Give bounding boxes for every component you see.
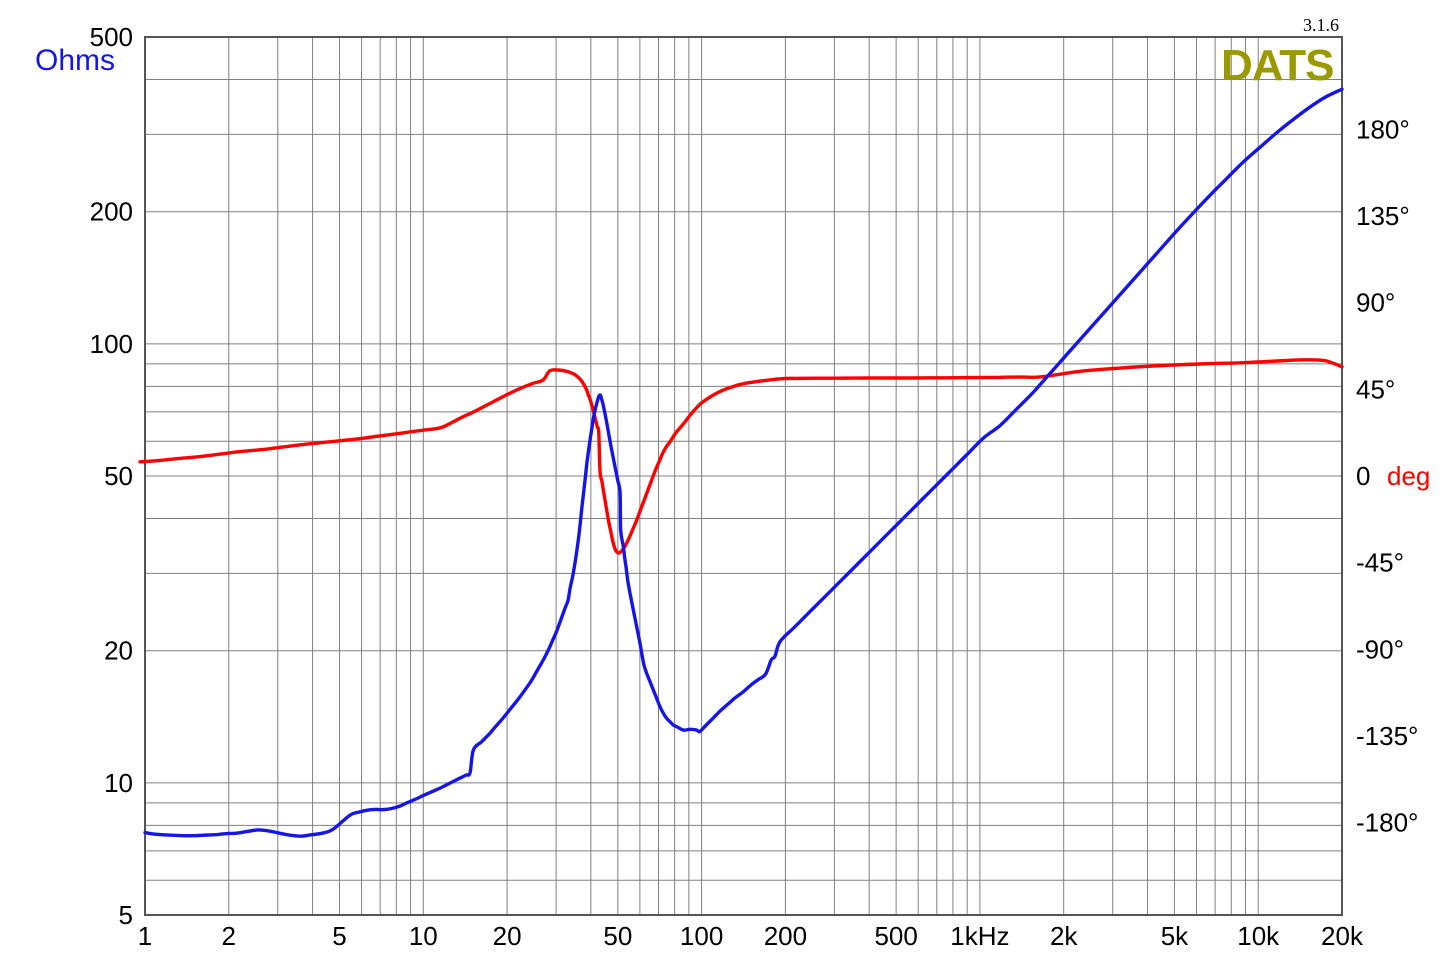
svg-text:10: 10 [409, 921, 438, 951]
svg-text:2: 2 [222, 921, 236, 951]
svg-text:5: 5 [119, 900, 133, 930]
svg-text:20: 20 [493, 921, 522, 951]
svg-text:0: 0 [1356, 461, 1370, 491]
svg-text:10: 10 [104, 768, 133, 798]
svg-text:10k: 10k [1237, 921, 1280, 951]
svg-text:2k: 2k [1050, 921, 1078, 951]
svg-text:1: 1 [138, 921, 152, 951]
svg-text:-180°: -180° [1356, 808, 1418, 838]
svg-text:20k: 20k [1321, 921, 1364, 951]
svg-text:50: 50 [603, 921, 632, 951]
svg-text:-135°: -135° [1356, 721, 1418, 751]
svg-text:500: 500 [874, 921, 917, 951]
svg-text:50: 50 [104, 461, 133, 491]
svg-text:180°: 180° [1356, 114, 1410, 144]
svg-text:5k: 5k [1161, 921, 1189, 951]
svg-text:Ohms: Ohms [35, 44, 115, 77]
svg-text:DATS: DATS [1221, 41, 1334, 90]
svg-text:-45°: -45° [1356, 548, 1404, 578]
svg-text:200: 200 [764, 921, 807, 951]
svg-text:200: 200 [90, 197, 133, 227]
svg-text:3.1.6: 3.1.6 [1303, 15, 1339, 35]
svg-text:100: 100 [90, 329, 133, 359]
svg-text:deg: deg [1387, 461, 1430, 491]
svg-text:100: 100 [680, 921, 723, 951]
svg-text:-90°: -90° [1356, 634, 1404, 664]
svg-text:45°: 45° [1356, 374, 1395, 404]
svg-text:135°: 135° [1356, 201, 1410, 231]
svg-text:5: 5 [332, 921, 346, 951]
svg-text:20: 20 [104, 636, 133, 666]
svg-text:90°: 90° [1356, 288, 1395, 318]
svg-text:1kHz: 1kHz [950, 921, 1009, 951]
